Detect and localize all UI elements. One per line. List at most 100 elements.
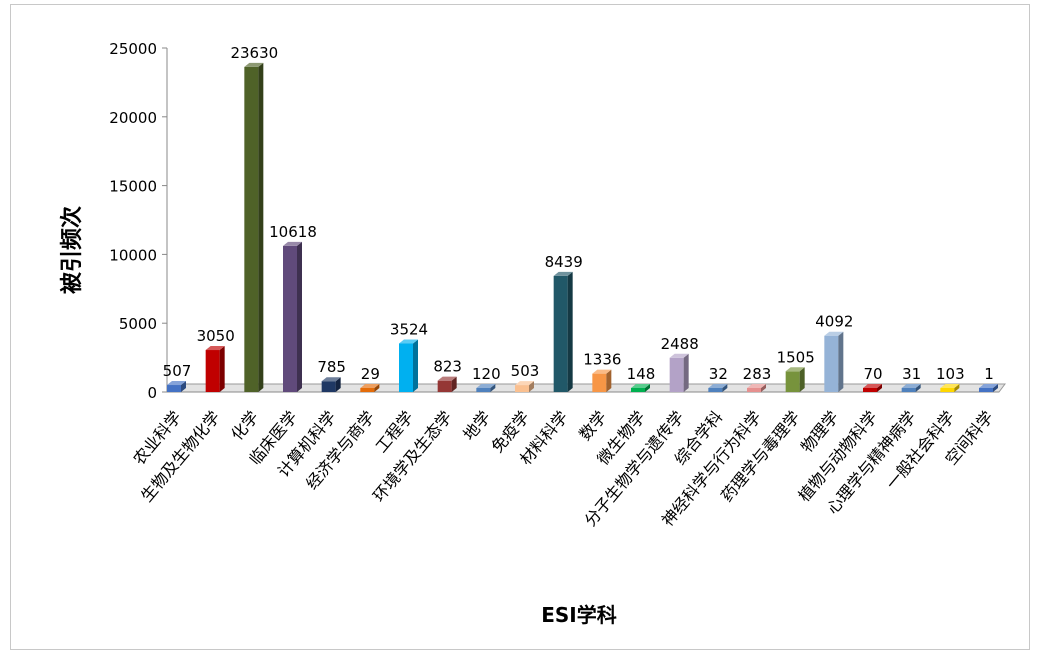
bar-top xyxy=(205,346,225,351)
x-tick-label: 数学 xyxy=(575,407,610,444)
bar-top xyxy=(553,271,573,276)
bar-front xyxy=(283,245,297,392)
bar-front xyxy=(399,343,413,392)
bar-4 xyxy=(283,241,302,392)
bar-side xyxy=(683,353,689,392)
bar-22 xyxy=(979,384,998,392)
y-tick-label: 25000 xyxy=(109,40,157,58)
bar-1 xyxy=(167,381,186,392)
bar-side xyxy=(606,369,612,392)
bar-side xyxy=(799,367,805,392)
bar-side xyxy=(490,384,496,392)
bar-side xyxy=(219,346,225,392)
bar-side xyxy=(181,381,186,392)
bar-21 xyxy=(940,384,960,392)
bar-top xyxy=(321,377,341,382)
bar-top xyxy=(863,384,882,388)
bar-front xyxy=(979,388,993,392)
bar-top xyxy=(476,384,496,388)
bar-top xyxy=(631,384,650,388)
bar-18 xyxy=(824,331,844,392)
bar-17 xyxy=(785,367,805,392)
bar-top xyxy=(669,353,689,358)
bar-side xyxy=(413,339,418,392)
bar-top xyxy=(399,339,418,344)
bar-10 xyxy=(515,381,534,392)
bar-front xyxy=(631,388,645,392)
data-label: 120 xyxy=(472,365,501,383)
bar-front xyxy=(901,388,916,392)
bar-top xyxy=(979,384,998,388)
data-label: 3524 xyxy=(390,321,428,339)
bar-side xyxy=(374,384,380,392)
data-label: 32 xyxy=(709,365,728,383)
bar-top xyxy=(785,367,805,372)
y-tick-label: 0 xyxy=(147,384,157,402)
y-axis-title: 被引频次 xyxy=(59,206,85,294)
bar-top xyxy=(283,241,302,246)
bar-2 xyxy=(205,346,225,392)
y-tick-label: 15000 xyxy=(109,178,157,196)
data-label: 70 xyxy=(863,365,882,383)
bar-side xyxy=(954,384,960,392)
data-label: 1336 xyxy=(583,351,621,369)
bar-side xyxy=(877,384,882,392)
data-label: 1 xyxy=(984,365,994,383)
data-label: 8439 xyxy=(545,253,583,271)
bar-14 xyxy=(669,353,689,392)
bar-top xyxy=(244,62,264,67)
bar-7 xyxy=(399,339,418,392)
data-label: 1505 xyxy=(777,348,815,366)
bar-side xyxy=(451,376,457,392)
data-label: 23630 xyxy=(230,44,278,62)
x-axis-title: ESI学科 xyxy=(541,603,617,627)
bar-15 xyxy=(708,384,728,392)
bar-20 xyxy=(901,384,921,392)
bar-top xyxy=(167,381,186,386)
bar-front xyxy=(244,66,259,392)
data-label: 3050 xyxy=(197,327,235,345)
data-label: 785 xyxy=(317,358,346,376)
bar-side xyxy=(567,271,573,392)
x-tick-label: 地学 xyxy=(459,407,494,444)
bar-top xyxy=(824,331,844,336)
y-tick-label: 5000 xyxy=(119,315,157,333)
bar-top xyxy=(940,384,960,388)
bar-front xyxy=(669,357,684,392)
bar-3 xyxy=(244,62,264,393)
bar-front xyxy=(321,381,336,392)
bar-top xyxy=(747,384,766,388)
bar-front xyxy=(205,350,220,392)
data-label: 31 xyxy=(902,365,921,383)
x-tick-label: 化学 xyxy=(227,407,262,444)
bar-8 xyxy=(437,376,457,392)
bar-top xyxy=(437,376,457,381)
y-tick-label: 20000 xyxy=(109,109,157,127)
bar-19 xyxy=(863,384,882,392)
bar-16 xyxy=(747,384,766,392)
bar-top xyxy=(592,369,612,374)
bar-front xyxy=(863,388,877,392)
bar-front xyxy=(515,385,529,392)
bar-front xyxy=(708,388,723,392)
bar-side xyxy=(529,381,534,392)
bar-5 xyxy=(321,377,341,392)
bar-9 xyxy=(476,384,496,392)
bar-top xyxy=(901,384,921,388)
bar-11 xyxy=(553,271,573,392)
bar-front xyxy=(553,275,568,392)
bar-front xyxy=(940,388,955,392)
bar-12 xyxy=(592,369,612,392)
data-label: 29 xyxy=(361,365,380,383)
bar-side xyxy=(297,241,302,392)
bar-top xyxy=(708,384,728,388)
data-label: 4092 xyxy=(815,313,853,331)
bar-front xyxy=(476,388,491,392)
data-label: 823 xyxy=(433,358,462,376)
bar-side xyxy=(993,384,998,392)
y-tick-label: 10000 xyxy=(109,246,157,264)
bar-front xyxy=(360,388,375,392)
bar-side xyxy=(645,384,650,392)
data-label: 283 xyxy=(743,365,772,383)
